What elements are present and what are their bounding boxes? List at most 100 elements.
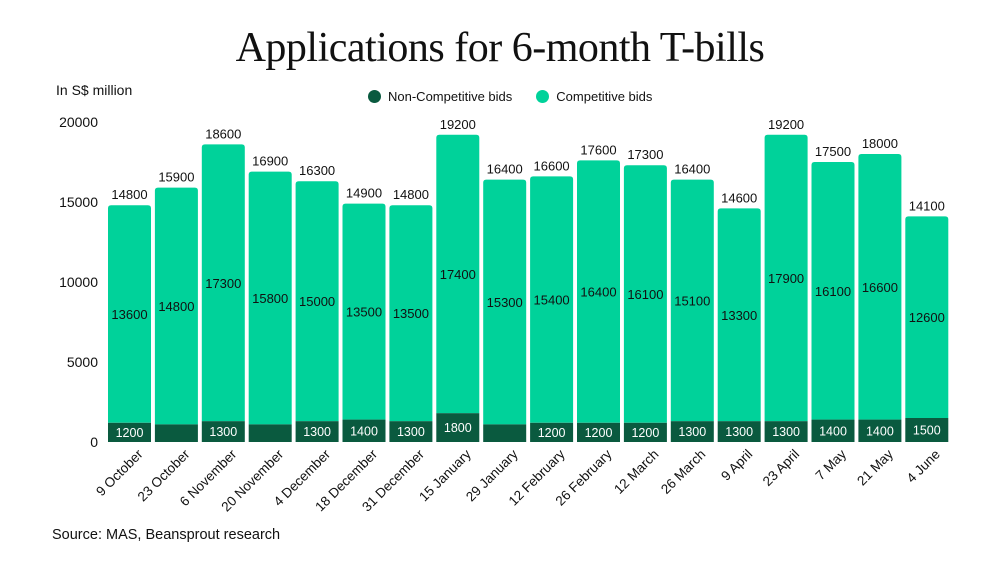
bar-label-competitive: 13600 bbox=[111, 307, 147, 322]
y-axis-label: In S$ million bbox=[56, 82, 133, 98]
bar-total-label: 16300 bbox=[299, 163, 335, 178]
bar-competitive bbox=[389, 205, 433, 422]
y-tick-label: 20000 bbox=[59, 114, 98, 130]
x-tick-label: 26 March bbox=[658, 447, 708, 497]
x-tick-label: 23 April bbox=[760, 447, 802, 489]
bar-non-competitive bbox=[577, 422, 620, 442]
bar-label-competitive: 15300 bbox=[487, 295, 523, 310]
bar-non-competitive bbox=[717, 421, 761, 442]
bar-label-non-competitive: 1400 bbox=[819, 424, 847, 438]
bar-competitive bbox=[483, 179, 527, 425]
legend-swatch-competitive bbox=[536, 90, 550, 103]
bar-competitive bbox=[295, 181, 339, 422]
bar-competitive bbox=[577, 160, 620, 423]
bar-label-competitive: 13500 bbox=[393, 306, 429, 321]
bar-label-competitive: 17300 bbox=[205, 276, 241, 291]
bar-non-competitive bbox=[295, 421, 339, 442]
bar-competitive bbox=[670, 179, 714, 422]
bar-label-competitive: 17900 bbox=[768, 271, 804, 286]
bar-competitive bbox=[201, 144, 245, 422]
bar-label-competitive: 15000 bbox=[299, 294, 335, 309]
bar-label-competitive: 15400 bbox=[534, 293, 570, 308]
bar-label-non-competitive: 1300 bbox=[303, 425, 331, 439]
bar-label-competitive: 13500 bbox=[346, 305, 382, 320]
bar-competitive bbox=[530, 176, 574, 423]
x-tick-label: 12 March bbox=[611, 447, 661, 497]
bar-non-competitive bbox=[905, 418, 949, 442]
bar-label-competitive: 16100 bbox=[627, 287, 663, 302]
x-tick-label: 7 May bbox=[813, 446, 850, 483]
bar-label-non-competitive: 1300 bbox=[209, 425, 237, 439]
bar-total-label: 16900 bbox=[252, 154, 288, 169]
bar-non-competitive bbox=[108, 422, 151, 442]
bar-non-competitive bbox=[436, 413, 480, 442]
bar-label-competitive: 12600 bbox=[909, 310, 945, 325]
bar-label-competitive: 16400 bbox=[580, 285, 616, 300]
bar-competitive bbox=[905, 216, 949, 418]
bar-competitive bbox=[858, 154, 902, 420]
source-note: Source: MAS, Beansprout research bbox=[52, 527, 281, 543]
bar-competitive bbox=[717, 208, 761, 422]
bar-competitive bbox=[764, 134, 808, 422]
bar-label-non-competitive: 1400 bbox=[350, 424, 378, 438]
bar-non-competitive bbox=[623, 422, 667, 442]
bar-non-competitive bbox=[342, 419, 386, 442]
bar-total-label: 17500 bbox=[815, 144, 851, 159]
bar-label-non-competitive: 1300 bbox=[725, 425, 753, 439]
y-tick-label: 15000 bbox=[59, 194, 98, 210]
y-tick-label: 5000 bbox=[67, 354, 98, 370]
bar-total-label: 14100 bbox=[909, 198, 945, 213]
bar-total-label: 17600 bbox=[580, 142, 616, 157]
bar-label-non-competitive: 1200 bbox=[585, 426, 613, 440]
legend-item-competitive: Competitive bids bbox=[536, 89, 652, 104]
x-tick-label: 9 April bbox=[718, 447, 755, 484]
bar-label-non-competitive: 1200 bbox=[538, 426, 566, 440]
bar-competitive bbox=[342, 203, 386, 420]
x-tick-label: 4 June bbox=[904, 447, 943, 486]
bar-non-competitive bbox=[670, 421, 714, 442]
bar-label-competitive: 16100 bbox=[815, 284, 851, 299]
bar-label-non-competitive: 1800 bbox=[444, 421, 472, 435]
bar-total-label: 14600 bbox=[721, 190, 757, 205]
bar-competitive bbox=[154, 187, 198, 425]
bar-non-competitive bbox=[858, 419, 902, 442]
y-tick-label: 10000 bbox=[59, 274, 98, 290]
bar-label-non-competitive: 1300 bbox=[397, 425, 425, 439]
bar-label-non-competitive: 1300 bbox=[678, 425, 706, 439]
bar-non-competitive bbox=[530, 422, 574, 442]
bar-label-non-competitive: 1200 bbox=[631, 426, 659, 440]
bar-total-label: 19200 bbox=[768, 117, 804, 132]
bar-non-competitive bbox=[483, 424, 527, 442]
y-tick-label: 0 bbox=[90, 434, 98, 450]
bar-total-label: 15900 bbox=[158, 170, 194, 185]
bar-competitive bbox=[436, 134, 480, 414]
bar-label-non-competitive: 1300 bbox=[772, 425, 800, 439]
legend-item-non-competitive: Non-Competitive bids bbox=[368, 89, 512, 104]
legend: Non-Competitive bids Competitive bids bbox=[368, 89, 652, 104]
bar-non-competitive bbox=[248, 424, 292, 442]
bar-competitive bbox=[108, 205, 151, 423]
bar-label-non-competitive: 1400 bbox=[866, 424, 894, 438]
bar-total-label: 18600 bbox=[205, 126, 241, 141]
bar-non-competitive bbox=[811, 419, 855, 442]
bar-label-competitive: 15800 bbox=[252, 291, 288, 306]
bar-label-competitive: 16600 bbox=[862, 280, 898, 295]
bar-non-competitive bbox=[764, 421, 808, 442]
chart-title: Applications for 6-month T-bills bbox=[235, 25, 765, 71]
bar-total-label: 16400 bbox=[487, 162, 523, 177]
bar-total-label: 14900 bbox=[346, 186, 382, 201]
bar-total-label: 16600 bbox=[534, 158, 570, 173]
bar-label-competitive: 17400 bbox=[440, 267, 476, 282]
bar-competitive bbox=[248, 171, 292, 425]
bar-total-label: 14800 bbox=[111, 187, 147, 202]
bar-competitive bbox=[623, 165, 667, 423]
bar-non-competitive bbox=[154, 424, 198, 442]
bar-total-label: 18000 bbox=[862, 136, 898, 151]
bar-total-label: 14800 bbox=[393, 187, 429, 202]
bar-total-label: 19200 bbox=[440, 117, 476, 132]
bar-label-non-competitive: 1200 bbox=[116, 426, 144, 440]
legend-label-non-competitive: Non-Competitive bids bbox=[388, 89, 513, 104]
bar-non-competitive bbox=[389, 421, 433, 442]
bar-label-competitive: 13300 bbox=[721, 308, 757, 323]
